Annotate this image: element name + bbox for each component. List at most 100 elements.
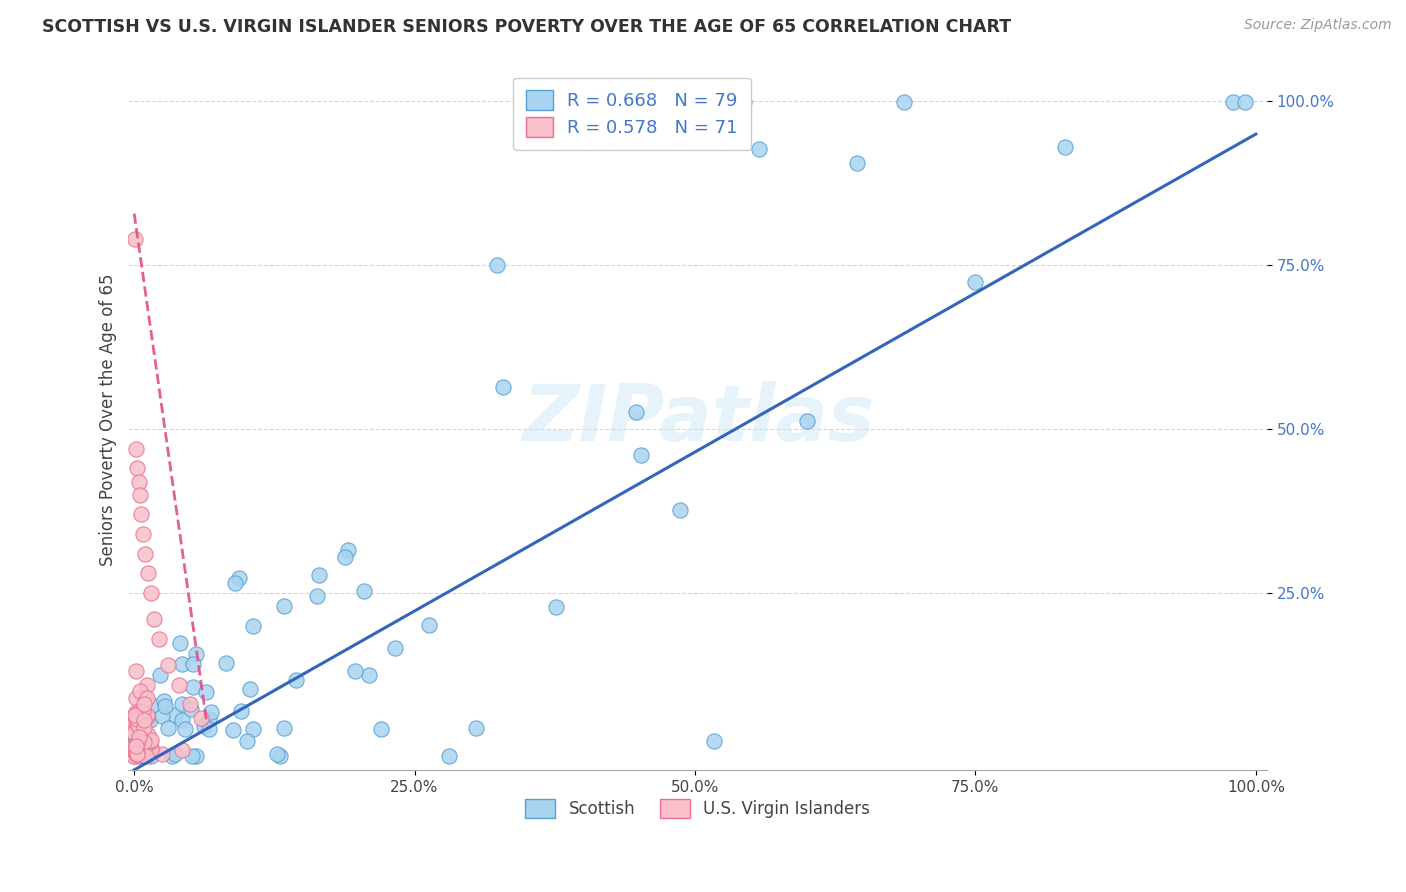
Point: [125, 739, 148, 753]
Point: [127, 461, 149, 475]
Point: [122, 748, 145, 763]
Y-axis label: Seniors Poverty Over the Age of 65: Seniors Poverty Over the Age of 65: [100, 273, 117, 566]
Point: [273, 721, 295, 735]
Point: [242, 723, 264, 737]
Point: [845, 156, 868, 170]
Point: [266, 747, 288, 761]
Point: [170, 657, 193, 672]
Point: [169, 636, 191, 650]
Point: [370, 723, 392, 737]
Point: [125, 746, 148, 760]
Point: [235, 734, 257, 748]
Point: [124, 724, 146, 739]
Point: [132, 735, 155, 749]
Point: [125, 442, 148, 456]
Point: [1222, 95, 1244, 109]
Point: [127, 731, 149, 746]
Point: [1054, 140, 1077, 154]
Point: [131, 739, 153, 754]
Point: [136, 566, 159, 581]
Point: [135, 710, 157, 724]
Point: [418, 617, 440, 632]
Point: [136, 678, 159, 692]
Point: [128, 730, 150, 744]
Point: [491, 380, 513, 394]
Point: [134, 689, 156, 703]
Point: [127, 743, 149, 757]
Point: [384, 640, 406, 655]
Point: [139, 733, 162, 747]
Point: [128, 684, 150, 698]
Point: [273, 599, 295, 614]
Point: [134, 547, 156, 561]
Point: [122, 749, 145, 764]
Point: [437, 749, 460, 764]
Point: [239, 681, 262, 696]
Point: [336, 543, 359, 558]
Point: [180, 701, 202, 715]
Point: [139, 586, 162, 600]
Point: [124, 716, 146, 731]
Point: [197, 712, 219, 726]
Point: [141, 698, 163, 713]
Point: [184, 647, 207, 661]
Point: [160, 749, 183, 764]
Point: [242, 619, 264, 633]
Point: [128, 749, 150, 764]
Point: [136, 691, 159, 706]
Point: [148, 632, 170, 646]
Point: [125, 744, 148, 758]
Point: [150, 709, 173, 723]
Point: [179, 698, 201, 712]
Point: [125, 707, 148, 722]
Point: [132, 713, 155, 727]
Point: [150, 747, 173, 761]
Point: [131, 734, 153, 748]
Point: [748, 142, 770, 156]
Legend: Scottish, U.S. Virgin Islanders: Scottish, U.S. Virgin Islanders: [519, 793, 877, 825]
Point: [308, 567, 330, 582]
Point: [128, 716, 150, 731]
Point: [131, 744, 153, 758]
Point: [125, 691, 148, 706]
Point: [124, 232, 146, 246]
Point: [965, 276, 987, 290]
Point: [143, 612, 166, 626]
Point: [215, 657, 238, 671]
Point: [163, 708, 186, 723]
Point: [128, 705, 150, 719]
Point: [703, 734, 725, 748]
Point: [124, 708, 146, 723]
Point: [733, 95, 755, 109]
Point: [124, 725, 146, 739]
Point: [128, 742, 150, 756]
Point: [124, 733, 146, 747]
Point: [132, 733, 155, 747]
Point: [156, 721, 179, 735]
Point: [200, 705, 222, 719]
Point: [626, 405, 648, 419]
Point: [134, 740, 156, 755]
Point: [132, 527, 155, 541]
Point: [141, 743, 163, 757]
Point: [122, 744, 145, 758]
Point: [124, 664, 146, 678]
Point: [125, 739, 148, 754]
Point: [485, 259, 508, 273]
Point: [124, 706, 146, 720]
Point: [139, 742, 162, 756]
Point: [149, 667, 172, 681]
Point: [343, 664, 366, 678]
Text: Source: ZipAtlas.com: Source: ZipAtlas.com: [1244, 18, 1392, 32]
Point: [128, 475, 150, 489]
Point: [224, 575, 246, 590]
Point: [464, 721, 486, 735]
Point: [285, 673, 308, 687]
Point: [139, 714, 162, 728]
Point: [125, 747, 148, 761]
Point: [193, 719, 215, 733]
Point: [630, 448, 652, 462]
Point: [139, 735, 162, 749]
Point: [131, 714, 153, 728]
Point: [125, 712, 148, 726]
